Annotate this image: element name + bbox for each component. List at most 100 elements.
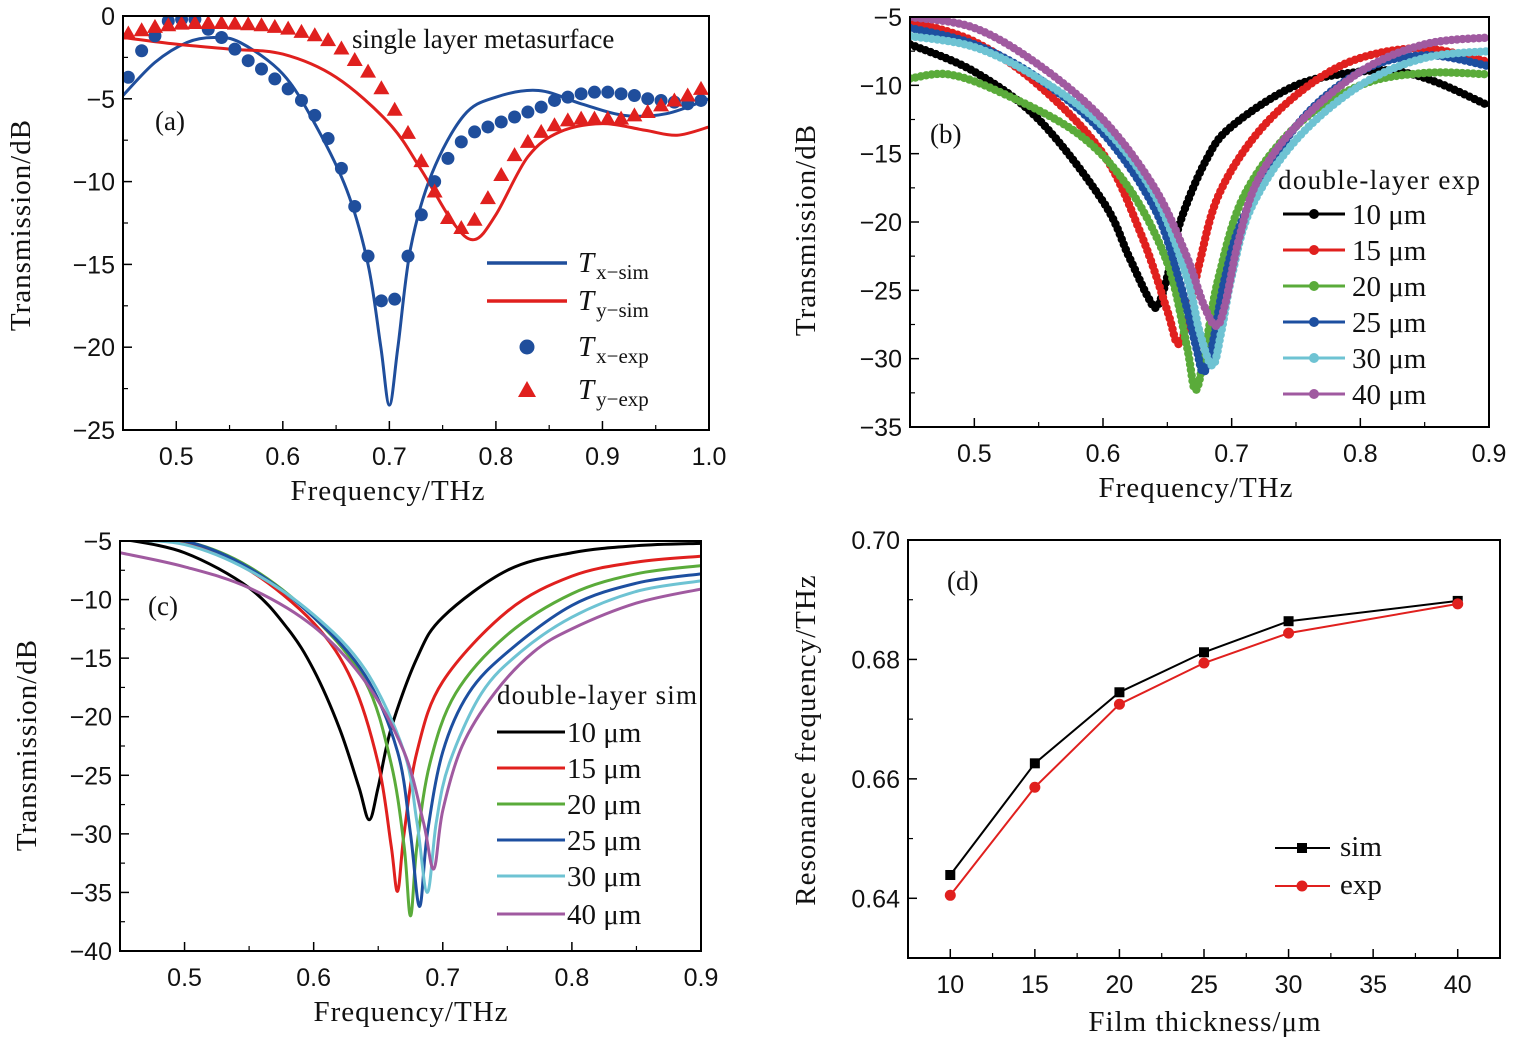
y-tick-label: −10 — [860, 72, 902, 100]
data-point-triangle — [293, 23, 310, 38]
x-tick-label: 15 — [1021, 971, 1049, 999]
data-point-circle — [548, 93, 562, 107]
data-point-circle — [1113, 698, 1125, 710]
data-point-circle — [241, 54, 255, 68]
data-point-triangle — [266, 18, 283, 33]
y-tick-label: 0.68 — [851, 646, 900, 674]
y-tick-label: −25 — [860, 277, 902, 305]
legend-subscript: x−sim — [596, 260, 649, 284]
data-point-triangle — [426, 183, 443, 198]
legend-marker-square — [1297, 843, 1307, 853]
data-point-circle — [454, 135, 468, 149]
data-point-triangle — [679, 87, 696, 102]
data-point-triangle — [280, 20, 297, 35]
data-point-circle — [428, 175, 442, 189]
y-tick-label: −5 — [873, 4, 902, 32]
data-point-triangle — [213, 16, 230, 29]
data-point-triangle — [599, 110, 616, 125]
data-point-square — [945, 869, 956, 880]
x-tick-label: 0.8 — [479, 443, 514, 471]
y-tick-label: −40 — [70, 938, 112, 966]
x-tick-label: 0.6 — [265, 443, 300, 471]
x-tick-label: 0.9 — [1472, 440, 1507, 468]
legend-marker-triangle — [518, 381, 536, 397]
data-point-circle — [348, 199, 362, 213]
y-axis-label: Resonance frequency/THz — [790, 574, 822, 905]
panel-tag: (d) — [947, 566, 978, 596]
legend-label: Ty−sim — [578, 285, 649, 322]
legend-subscript: x−exp — [596, 344, 649, 368]
data-point-triangle — [639, 104, 656, 119]
data-point-triangle — [160, 17, 177, 32]
data-point-circle — [321, 132, 335, 146]
y-axis-label: Transmission/dB — [11, 639, 43, 851]
legend-label: Tx−exp — [578, 331, 649, 368]
data-point-marker — [1480, 33, 1489, 43]
data-point-triangle — [413, 153, 430, 168]
data-point-triangle — [573, 110, 590, 125]
data-point-circle — [494, 115, 508, 129]
y-tick-label: −20 — [860, 209, 902, 237]
panel-c: 0.5 0.6 0.7 0.8 0.9 −5 −10 −15 −20 −25 −30 −35 −40 Fr… — [11, 528, 718, 1028]
legend-label: 10 μm — [567, 717, 642, 749]
legend-label: 40 μm — [567, 899, 642, 931]
data-point-square — [1283, 616, 1294, 627]
x-axis-label: Frequency/THz — [314, 996, 509, 1028]
y-tick-label: −10 — [70, 587, 112, 615]
panel-tag: (b) — [930, 119, 961, 149]
y-axis-label: Transmission/dB — [790, 124, 822, 336]
data-point-circle — [627, 88, 641, 102]
y-tick-label: −20 — [73, 334, 115, 362]
data-point-triangle — [653, 97, 670, 112]
x-tick-label: 1.0 — [692, 443, 727, 471]
x-axis-label: Film thickness/μm — [1088, 1006, 1321, 1038]
legend-label: exp — [1340, 869, 1382, 901]
legend-label: 25 μm — [1352, 307, 1427, 339]
panel-b: 0.5 0.6 0.7 0.8 0.9 −5 −10 −15 −20 −25 −30 −35 Frequ… — [790, 4, 1506, 504]
y-tick-label: −10 — [73, 169, 115, 197]
x-tick-label: 0.6 — [1086, 440, 1121, 468]
legend-label: 40 μm — [1352, 379, 1427, 411]
data-point-circle — [135, 44, 149, 58]
legend-label: 30 μm — [1352, 343, 1427, 375]
data-point-circle — [215, 31, 229, 45]
data-point-triangle — [693, 80, 709, 95]
data-point-marker — [1480, 70, 1489, 79]
data-point-square — [1029, 758, 1040, 769]
data-point-circle — [944, 889, 956, 901]
y-tick-label: 0.64 — [851, 885, 900, 913]
data-point-circle — [601, 85, 615, 99]
data-point-circle — [441, 151, 455, 165]
y-tick-label: −25 — [73, 417, 115, 445]
data-point-marker — [1481, 47, 1489, 56]
data-point-triangle — [360, 63, 377, 78]
data-point-circle — [1198, 657, 1210, 669]
data-point-triangle — [386, 101, 403, 116]
data-point-circle — [334, 161, 348, 175]
data-point-circle — [521, 105, 535, 119]
data-point-circle — [294, 93, 308, 107]
data-point-circle — [374, 294, 388, 308]
data-point-circle — [388, 292, 402, 306]
data-point-triangle — [146, 18, 163, 33]
data-point-circle — [561, 90, 575, 104]
data-point-circle — [414, 208, 428, 222]
data-point-triangle — [439, 210, 456, 225]
data-point-triangle — [666, 92, 683, 107]
plot-frame — [119, 540, 702, 952]
legend-label: sim — [1340, 831, 1382, 863]
plot-frame — [909, 16, 1490, 428]
data-point-triangle — [186, 16, 203, 29]
data-point-circle — [281, 82, 295, 96]
x-tick-label: 30 — [1275, 971, 1303, 999]
data-point-triangle — [493, 166, 510, 181]
data-point-circle — [468, 125, 482, 139]
series-line — [949, 602, 1458, 896]
plot-area — [120, 541, 701, 918]
legend-symbol: T — [578, 374, 596, 406]
data-point-circle — [1283, 627, 1295, 639]
y-tick-label: −5 — [83, 528, 112, 556]
x-tick-label: 0.5 — [957, 440, 992, 468]
series-line — [120, 551, 701, 871]
x-tick-label: 25 — [1190, 971, 1218, 999]
